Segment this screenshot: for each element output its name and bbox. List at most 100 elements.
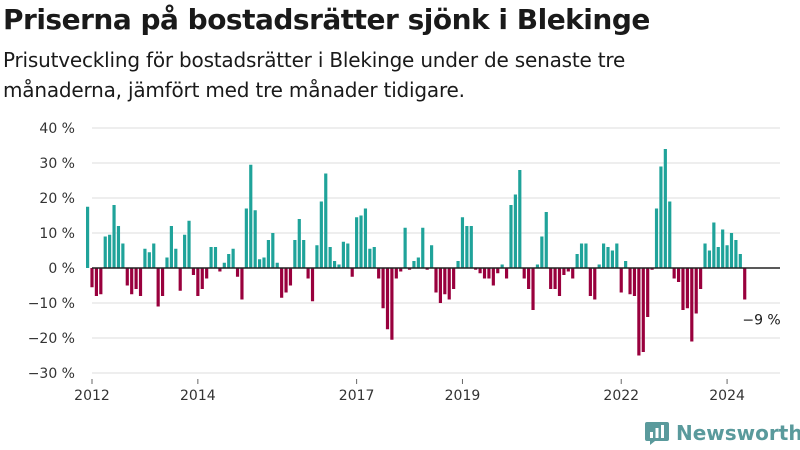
y-tick-label: −10 % <box>28 296 75 312</box>
bar <box>579 243 584 268</box>
bar <box>681 268 685 310</box>
bar <box>593 268 597 300</box>
bar <box>628 268 632 295</box>
bar <box>147 252 151 268</box>
bar <box>258 259 262 268</box>
bar <box>562 268 566 275</box>
bar <box>165 257 169 268</box>
bar <box>632 268 637 296</box>
bar <box>284 268 288 293</box>
bar <box>235 268 240 277</box>
bar <box>372 247 376 268</box>
bar <box>421 227 425 268</box>
bar <box>615 243 619 268</box>
bar <box>394 268 398 279</box>
bar <box>125 268 129 286</box>
newsworthy-brand: Newsworthy <box>644 419 800 447</box>
bar <box>249 164 253 268</box>
bar <box>482 268 487 279</box>
x-tick-label: 2022 <box>603 388 639 404</box>
bar <box>205 268 209 279</box>
bar <box>293 240 297 268</box>
bar <box>94 268 98 296</box>
bar <box>183 234 187 268</box>
bar <box>707 250 712 268</box>
bar <box>637 268 641 356</box>
bar <box>328 247 332 268</box>
bar <box>513 194 517 268</box>
bar <box>346 243 350 268</box>
bar <box>597 264 601 268</box>
bar <box>134 268 138 289</box>
bar <box>262 257 266 268</box>
bar <box>443 268 447 295</box>
bar <box>619 268 623 293</box>
bar <box>156 268 160 307</box>
bar <box>584 243 588 268</box>
bar <box>355 217 359 268</box>
bar <box>363 208 368 268</box>
bar <box>99 268 103 295</box>
bar <box>240 268 244 300</box>
brand-name: Newsworthy <box>676 421 800 445</box>
bar <box>416 257 420 268</box>
bar <box>518 170 522 268</box>
bar <box>315 245 319 268</box>
y-tick-label: 40 % <box>39 121 75 137</box>
bar <box>478 268 482 274</box>
bar <box>425 268 429 270</box>
newsworthy-logo-icon <box>645 422 669 445</box>
y-tick-label: 30 % <box>39 156 75 172</box>
bar <box>121 243 125 268</box>
bar <box>654 208 659 268</box>
bar <box>430 245 434 268</box>
bar <box>213 247 218 268</box>
bar <box>447 268 451 300</box>
bar <box>381 268 385 309</box>
bar <box>509 205 513 268</box>
bar <box>668 201 672 268</box>
bar <box>500 264 504 268</box>
bar <box>288 268 293 286</box>
bar <box>227 254 231 268</box>
bar <box>271 233 275 268</box>
bar <box>438 268 442 303</box>
x-tick-label: 2017 <box>339 388 375 404</box>
y-tick-label: 10 % <box>39 226 75 242</box>
bar <box>209 247 213 268</box>
bar <box>218 268 222 272</box>
bar <box>385 268 390 330</box>
bar <box>452 268 456 289</box>
bar <box>310 268 315 302</box>
bar <box>200 268 204 289</box>
x-tick-label: 2014 <box>180 388 216 404</box>
bar <box>557 268 562 296</box>
bar <box>646 268 650 317</box>
x-tick-label: 2019 <box>445 388 481 404</box>
bar <box>231 248 235 268</box>
chart-title: Priserna på bostadsrätter sjönk i Blekin… <box>3 3 650 36</box>
bar <box>549 268 553 289</box>
x-axis: 2012 2014 2017 2019 2022 2024 <box>74 379 745 404</box>
bar <box>531 268 535 310</box>
bar <box>253 210 257 268</box>
bar <box>602 243 606 268</box>
bar <box>138 268 143 296</box>
bar <box>319 201 323 268</box>
bar <box>676 268 681 282</box>
bar <box>738 254 742 268</box>
bar <box>280 268 284 298</box>
bar <box>663 149 667 268</box>
bar <box>672 268 676 279</box>
x-tick-label: 2024 <box>709 388 745 404</box>
bar <box>703 243 707 268</box>
bar <box>332 261 337 268</box>
bar <box>324 173 328 268</box>
bar <box>712 222 716 268</box>
bar <box>222 262 226 268</box>
bar <box>390 268 394 340</box>
bar <box>434 268 438 293</box>
bar <box>266 240 270 268</box>
bar <box>566 268 570 272</box>
bar <box>160 268 165 296</box>
